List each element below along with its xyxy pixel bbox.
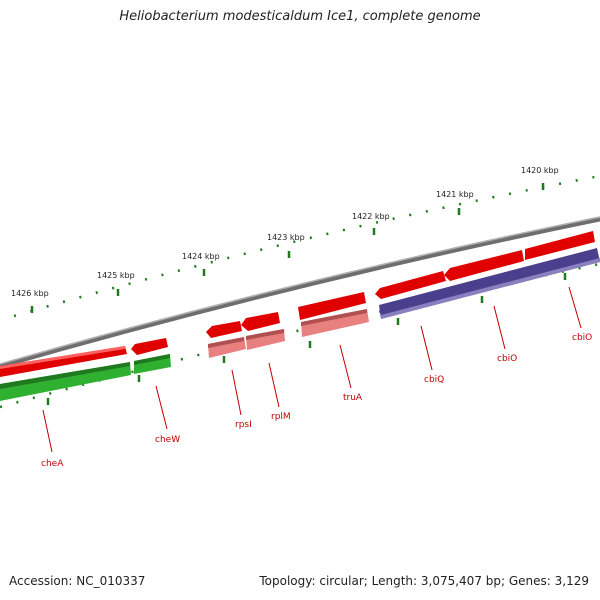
- scale-dots-lower: [0, 262, 600, 409]
- gene-label: cheA: [41, 459, 64, 469]
- leader-line: [42, 409, 53, 453]
- major-ticks-lower: [46, 273, 567, 405]
- gene-label: rpsI: [235, 420, 252, 430]
- gene-label: rplM: [271, 412, 291, 422]
- gene-feature-rpsI: [206, 321, 242, 338]
- tick-label: 1426 kbp: [11, 289, 49, 298]
- tick-label: 1425 kbp: [97, 271, 135, 280]
- tick-label: 1422 kbp: [352, 212, 390, 221]
- tick-label: 1423 kbp: [267, 233, 305, 242]
- gene-label: truA: [343, 393, 363, 403]
- leader-line: [568, 286, 582, 329]
- gene-highlight: [381, 258, 600, 319]
- gene-label-leaders: [42, 286, 582, 453]
- genome-backbone: [0, 216, 600, 369]
- gene-feature-cbiO: [525, 231, 595, 260]
- gene-label: cbiO: [497, 354, 517, 364]
- leader-line: [155, 385, 168, 430]
- gene-shade: [134, 354, 170, 365]
- tick-label: 1424 kbp: [182, 252, 220, 261]
- reverse-strand-genes: [0, 248, 600, 401]
- gene-label: cbiQ: [424, 375, 444, 385]
- gene-label: cheW: [155, 435, 180, 445]
- major-ticks-upper: [30, 183, 545, 313]
- forward-strand-genes: [0, 231, 595, 377]
- accession-text: Accession: NC_010337: [9, 574, 146, 588]
- gene-shade: [301, 309, 367, 326]
- gene-feature-cbiQ: [375, 271, 446, 299]
- gene-feature-rplM: [241, 312, 280, 331]
- genome-summary-text: Topology: circular; Length: 3,075,407 bp…: [259, 574, 589, 588]
- gene-feature-truA-pink: [301, 309, 369, 337]
- gene-label: cbiO: [572, 333, 592, 343]
- leader-line: [420, 325, 433, 371]
- gene-feature-truA: [298, 292, 366, 320]
- gene-feature-cheW: [131, 338, 168, 355]
- tick-label: 1420 kbp: [521, 166, 559, 175]
- leader-line: [268, 362, 280, 408]
- tick-label: 1421 kbp: [436, 190, 474, 199]
- leader-line: [339, 344, 352, 389]
- gene-feature-cheA-green: [0, 362, 131, 401]
- leader-line: [231, 369, 242, 416]
- gene-feature-cbiO: [444, 250, 524, 281]
- scale-dots-upper: [13, 174, 600, 318]
- gene-shade: [208, 337, 244, 348]
- leader-line: [493, 305, 506, 350]
- map-title: Heliobacterium modesticaldum Ice1, compl…: [119, 9, 481, 24]
- genome-backbone-highlight: [0, 216, 600, 365]
- gene-highlight: [0, 346, 125, 369]
- gene-shade: [0, 362, 130, 389]
- gene-shade: [246, 329, 284, 340]
